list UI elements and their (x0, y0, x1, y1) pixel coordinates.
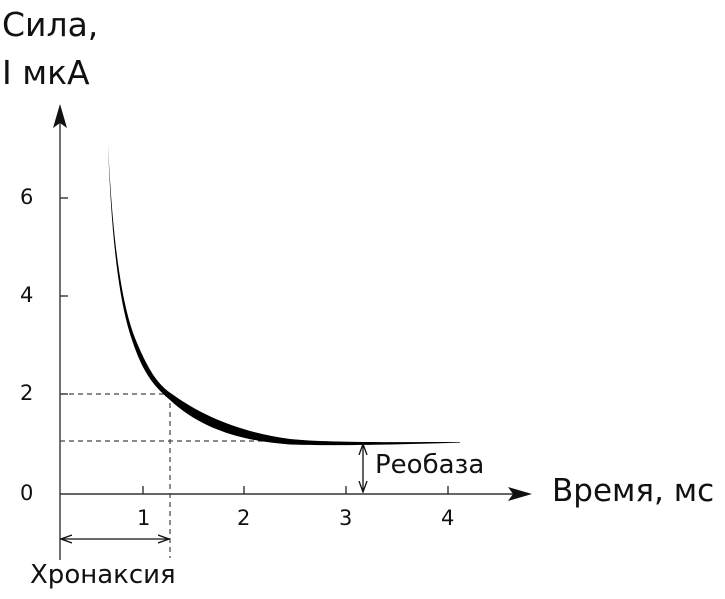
x-axis-title: Время, мс (552, 473, 715, 509)
y-tick-label: 6 (20, 185, 34, 209)
y-tick-label: 0 (20, 481, 34, 505)
y-tick-label: 4 (20, 283, 34, 307)
y-axis-title-line2: I мкА (2, 53, 90, 92)
y-tick-label: 2 (20, 381, 34, 405)
y-axis (53, 104, 68, 560)
x-tick-label: 3 (339, 506, 353, 530)
chronaxie-label: Хронаксия (30, 560, 176, 590)
x-tick-label: 1 (137, 506, 151, 530)
reference-lines (60, 393, 300, 558)
x-tick-label: 2 (237, 506, 251, 530)
strength-duration-curve (108, 143, 460, 446)
y-axis-arrow-icon (53, 104, 67, 128)
x-axis-arrow-icon (508, 487, 532, 501)
x-tick-label: 4 (441, 506, 455, 530)
x-axis (60, 486, 532, 501)
y-axis-title-line1: Сила, (2, 5, 99, 44)
rheobase-label: Реобаза (375, 450, 485, 480)
